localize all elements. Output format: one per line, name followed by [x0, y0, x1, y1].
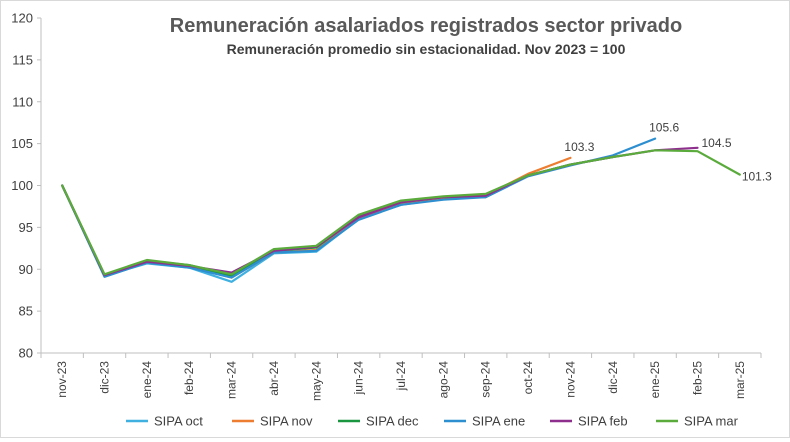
data-label: 101.3 — [742, 170, 772, 184]
x-tick-label: may-24 — [309, 361, 323, 401]
series-line-1 — [61, 156, 572, 279]
x-tick-label: ene-24 — [140, 361, 154, 399]
legend-label-4: SIPA feb — [578, 414, 628, 429]
series-line-5 — [61, 149, 741, 276]
legend-label-5: SIPA mar — [684, 414, 739, 429]
y-tick-label: 85 — [19, 304, 33, 319]
x-tick-label: ene-25 — [648, 361, 662, 399]
data-label: 104.5 — [701, 136, 731, 150]
chart-subtitle: Remuneración promedio sin estacionalidad… — [227, 41, 626, 57]
y-tick-label: 105 — [11, 136, 33, 151]
legend-label-3: SIPA ene — [472, 414, 525, 429]
legend-label-2: SIPA dec — [366, 414, 419, 429]
legend-label-1: SIPA nov — [260, 414, 313, 429]
x-tick-label: ago-24 — [436, 361, 450, 399]
x-tick-label: dic-24 — [606, 361, 620, 394]
data-labels: 103.3 105.6 104.5 101.3 — [564, 121, 772, 184]
y-tick-label: 110 — [12, 94, 33, 109]
x-tick-label: feb-24 — [182, 361, 196, 395]
series-lines — [61, 137, 741, 283]
x-tick-label: jun-24 — [352, 361, 366, 396]
x-tick-label: abr-24 — [267, 361, 281, 396]
data-label: 103.3 — [564, 140, 594, 154]
x-tick-label: mar-25 — [733, 361, 747, 399]
axes: 80 85 90 95 100 105 110 115 120 nov-23 dic-23 ene-2… — [11, 11, 762, 401]
y-tick-label: 90 — [19, 262, 33, 277]
legend: SIPA oct SIPA nov SIPA dec SIPA ene SIPA feb… — [126, 414, 739, 429]
x-tick-label: nov-23 — [55, 361, 69, 398]
x-tick-label: oct-24 — [521, 361, 535, 395]
chart-title: Remuneración asalariados registrados sec… — [170, 15, 682, 37]
x-tick-label: mar-24 — [225, 361, 239, 399]
data-label: 105.6 — [649, 121, 679, 135]
y-tick-label: 115 — [12, 52, 33, 67]
legend-label-0: SIPA oct — [154, 414, 203, 429]
x-tick-label: sep-24 — [479, 361, 493, 398]
x-tick-label: nov-24 — [563, 361, 577, 398]
y-tick-label: 120 — [11, 11, 33, 26]
y-tick-label: 80 — [19, 346, 33, 361]
y-tick-label: 95 — [19, 220, 33, 235]
y-tick-label: 100 — [11, 178, 33, 193]
x-tick-label: dic-23 — [98, 361, 112, 394]
x-tick-label: jul-24 — [394, 361, 408, 392]
x-tick-label: feb-25 — [690, 361, 704, 395]
